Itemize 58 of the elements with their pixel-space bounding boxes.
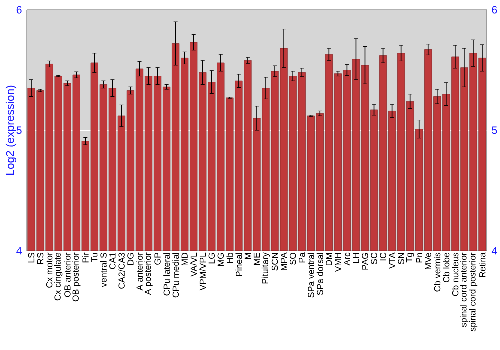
x-tick-label: CA1 bbox=[110, 253, 116, 270]
x-tick-label: spinal cord posterior bbox=[469, 252, 478, 332]
x-tick-label: SO bbox=[290, 253, 296, 265]
x-tick-label: Tu bbox=[92, 253, 98, 262]
x-tick-label: VMH bbox=[335, 253, 342, 272]
x-tick-label: SPa dorsal bbox=[316, 253, 324, 296]
x-tick-label: DG bbox=[128, 253, 134, 266]
x-tick-label: Retina bbox=[479, 252, 486, 278]
y2-tick-label: 6 bbox=[492, 6, 498, 14]
x-tick-label: M bbox=[244, 253, 252, 260]
x-tick-label: CA2/CA3 bbox=[118, 252, 125, 289]
x-tick-label: MVe bbox=[425, 252, 432, 270]
x-tick-label: MPA bbox=[281, 252, 288, 270]
x-tick-label: Cx motor bbox=[46, 252, 53, 288]
x-tick-label: Pa bbox=[299, 252, 306, 263]
x-tick-label: Tg bbox=[406, 253, 414, 263]
x-tick-label: DM bbox=[326, 253, 332, 266]
x-tick-label: A anterior bbox=[136, 252, 143, 291]
y2-tick-label: 5 bbox=[492, 126, 498, 134]
x-tick-label: A posterior bbox=[144, 252, 153, 296]
x-tick-label: MG bbox=[218, 253, 224, 266]
y-tick-label: 4 bbox=[16, 247, 22, 255]
y2-tick-label: 4 bbox=[492, 247, 498, 255]
x-tick-label: VTA bbox=[389, 252, 396, 270]
x-tick-label: LG bbox=[208, 253, 216, 264]
x-tick-label: spinal cord anterior bbox=[460, 252, 469, 328]
y-tick-label: 5 bbox=[16, 126, 22, 134]
x-tick-label: ME bbox=[254, 252, 260, 266]
x-tick-label: LS bbox=[28, 253, 35, 263]
x-tick-label: Pn bbox=[416, 253, 422, 263]
x-tick-label: IC bbox=[380, 252, 386, 261]
x-tick-label: CPu medial bbox=[172, 253, 180, 298]
x-tick-label: Cx cingulate bbox=[54, 253, 63, 301]
x-tick-label: Cb nucleus bbox=[452, 252, 459, 296]
x-tick-label: OB anterior bbox=[64, 252, 71, 298]
y-axis-title: Log2 (expression) bbox=[6, 86, 17, 175]
x-tick-label: MD bbox=[182, 253, 188, 266]
y-tick-label: 6 bbox=[16, 6, 22, 14]
x-tick-label: Arc bbox=[344, 252, 350, 266]
x-tick-label: Pituitary bbox=[262, 252, 270, 284]
x-tick-label: GP bbox=[154, 253, 161, 265]
x-tick-label: ventral S bbox=[100, 253, 107, 288]
x-tick-label: Cb vermis bbox=[434, 252, 441, 292]
x-tick-label: SN bbox=[398, 253, 404, 264]
x-tick-label: SC bbox=[371, 252, 378, 264]
x-tick-label: PAG bbox=[362, 253, 368, 270]
x-tick-label: Pineal bbox=[236, 253, 242, 276]
x-tick-label: SPa ventral bbox=[308, 253, 314, 298]
x-tick-label: Cb lobe bbox=[443, 253, 450, 282]
x-tick-label: RS bbox=[37, 253, 44, 264]
x-tick-label: CPu lateral bbox=[164, 253, 170, 296]
x-tick-label: SCN bbox=[272, 253, 278, 271]
x-tick-label: VA/VL bbox=[190, 252, 198, 277]
x-tick-label: OB posterior bbox=[72, 252, 81, 302]
x-tick-label: VPM/VPL bbox=[200, 252, 206, 291]
x-tick-label: Hb bbox=[226, 252, 234, 264]
x-tick-label: Pir bbox=[82, 252, 89, 263]
x-tick-label: LH bbox=[353, 253, 360, 264]
